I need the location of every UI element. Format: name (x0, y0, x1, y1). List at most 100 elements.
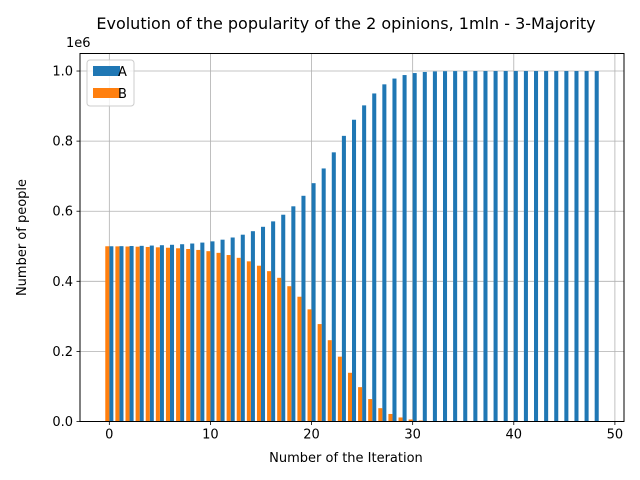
bar-a (180, 244, 185, 422)
bar-b (317, 324, 322, 422)
bar-b (226, 255, 231, 422)
bar-b (135, 246, 140, 422)
bar-a (564, 71, 569, 422)
bar-b (297, 296, 302, 422)
bar-b (256, 265, 261, 422)
bar-b (165, 247, 170, 422)
bar-b (155, 247, 160, 422)
legend-swatch-b (93, 88, 120, 98)
bar-b (327, 340, 332, 422)
legend-label-a: A (118, 65, 127, 80)
bar-a (230, 237, 235, 422)
x-tick-label: 0 (105, 428, 113, 443)
y-offset-text: 1e6 (66, 36, 91, 51)
ticks: 0 10 20 30 40 50 0.0 0.2 0.4 0.6 0.8 1.0 (52, 65, 623, 443)
bar-a (362, 105, 367, 422)
bar-a (513, 71, 518, 422)
y-tick-label: 0.4 (52, 275, 73, 290)
legend-label-b: B (118, 87, 127, 102)
bar-a (523, 71, 528, 422)
bar-a (271, 221, 276, 422)
bar-a (392, 78, 397, 422)
bar-a (503, 71, 508, 422)
bar-b (267, 271, 272, 422)
bars (105, 71, 599, 422)
bar-a (422, 71, 427, 422)
bar-b (287, 286, 292, 422)
bar-a (109, 246, 114, 422)
bar-a (200, 242, 205, 422)
bar-a (281, 214, 286, 422)
bar-a (311, 183, 316, 422)
bar-a (493, 71, 498, 422)
bar-b (398, 417, 403, 422)
x-tick-label: 50 (607, 428, 624, 443)
bar-a (210, 241, 215, 422)
bar-b (176, 248, 181, 422)
bar-a (139, 245, 144, 422)
y-tick-label: 0.0 (52, 415, 73, 430)
x-tick-label: 10 (202, 428, 219, 443)
bar-a (574, 71, 579, 422)
bar-b (105, 246, 110, 422)
bar-a (382, 84, 387, 422)
bar-b (125, 246, 130, 422)
bar-a (291, 206, 296, 422)
bar-a (341, 135, 346, 422)
bar-a (473, 71, 478, 422)
bar-a (544, 71, 549, 422)
y-axis-label: Number of people (15, 179, 30, 296)
bar-a (534, 71, 539, 422)
plot-frame (79, 53, 625, 422)
legend: AB (86, 59, 135, 107)
bar-b (408, 419, 413, 422)
bar-a (159, 245, 164, 422)
bar-b (358, 387, 363, 422)
bar-a (240, 234, 245, 422)
bar-a (554, 71, 559, 422)
bar-a (372, 93, 377, 422)
x-tick-label: 30 (404, 428, 421, 443)
y-tick-label: 0.6 (52, 205, 73, 220)
bar-b (347, 372, 352, 422)
bar-a (352, 119, 357, 422)
bar-a (463, 71, 468, 422)
bar-a (119, 246, 124, 422)
bar-a (220, 239, 225, 422)
y-tick-label: 0.8 (52, 135, 73, 150)
legend-swatch-a (93, 66, 120, 76)
bar-a (260, 226, 266, 422)
bar-b (206, 251, 211, 422)
bar-b (307, 309, 312, 422)
y-tick-label: 0.2 (52, 345, 73, 360)
bar-a (483, 71, 488, 422)
bar-a (321, 168, 326, 422)
bar-b (368, 399, 373, 422)
bar-a (190, 243, 195, 422)
bar-a (443, 71, 448, 422)
bar-b (378, 408, 383, 422)
bar-a (432, 71, 437, 422)
x-tick-label: 40 (506, 428, 523, 443)
bar-a (331, 152, 336, 422)
bar-a (402, 75, 407, 422)
bar-b (115, 246, 120, 422)
bar-a (129, 246, 134, 422)
bar-a (594, 71, 599, 422)
bar-b (246, 261, 251, 422)
bar-b (337, 356, 342, 422)
bar-a (169, 244, 175, 422)
bar-b (388, 413, 393, 422)
bar-a (301, 195, 306, 422)
bar-a (412, 73, 417, 422)
bar-b (277, 277, 282, 422)
bar-b (236, 257, 241, 422)
x-tick-label: 20 (303, 428, 320, 443)
bar-a (149, 245, 154, 422)
bar-a (250, 231, 255, 422)
bar-b (186, 248, 191, 422)
y-tick-label: 1.0 (52, 65, 73, 80)
bar-b (145, 246, 150, 422)
bar-b (196, 249, 201, 422)
